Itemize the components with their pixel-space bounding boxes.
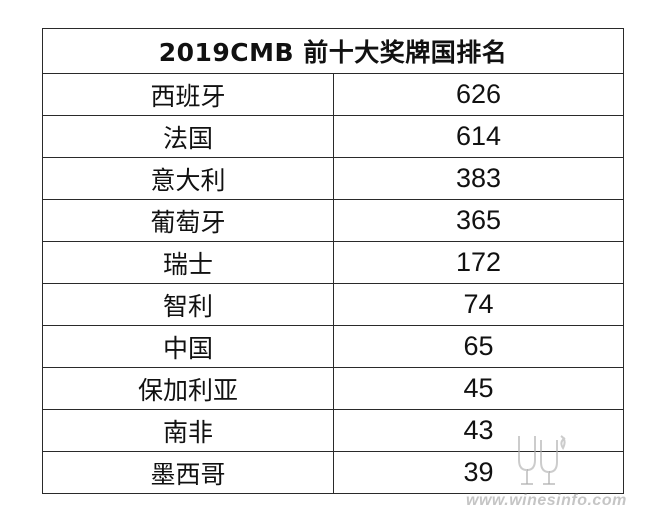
table-row: 葡萄牙 365 <box>42 199 625 242</box>
country-cell: 意大利 <box>42 157 334 200</box>
medal-count-cell: 45 <box>332 367 625 410</box>
table-row: 保加利亚 45 <box>42 367 625 410</box>
country-cell: 法国 <box>42 115 334 158</box>
medal-count-cell: 383 <box>332 157 625 200</box>
country-cell: 墨西哥 <box>42 451 334 494</box>
table-row: 墨西哥 39 <box>42 451 625 494</box>
table-row: 西班牙 626 <box>42 73 625 116</box>
table-title-row: 2019CMB 前十大奖牌国排名 <box>41 28 625 74</box>
table-row: 南非 43 <box>42 409 625 452</box>
medal-count-cell: 39 <box>332 451 625 494</box>
table-row: 法国 614 <box>42 115 625 158</box>
medal-ranking-table-container: 2019CMB 前十大奖牌国排名 西班牙 626 法国 614 意大利 383 … <box>41 28 625 494</box>
table-row: 瑞士 172 <box>42 241 625 284</box>
medal-count-cell: 172 <box>332 241 625 284</box>
country-cell: 南非 <box>42 409 334 452</box>
country-cell: 智利 <box>42 283 334 326</box>
country-cell: 保加利亚 <box>42 367 334 410</box>
medal-count-cell: 626 <box>332 73 625 116</box>
country-cell: 瑞士 <box>42 241 334 284</box>
medal-count-cell: 43 <box>332 409 625 452</box>
medal-count-cell: 614 <box>332 115 625 158</box>
country-cell: 中国 <box>42 325 334 368</box>
country-cell: 葡萄牙 <box>42 199 334 242</box>
table-row: 智利 74 <box>42 283 625 326</box>
winesinfo-logo-icon <box>518 435 566 485</box>
table-row: 意大利 383 <box>42 157 625 200</box>
medal-ranking-table: 2019CMB 前十大奖牌国排名 西班牙 626 法国 614 意大利 383 … <box>41 28 625 494</box>
medal-count-cell: 365 <box>332 199 625 242</box>
table-row: 中国 65 <box>42 325 625 368</box>
country-cell: 西班牙 <box>42 73 334 116</box>
medal-count-cell: 65 <box>332 325 625 368</box>
watermark-text: www.winesinfo.com <box>466 492 627 509</box>
table-title: 2019CMB 前十大奖牌国排名 <box>41 28 625 74</box>
medal-count-cell: 74 <box>332 283 625 326</box>
